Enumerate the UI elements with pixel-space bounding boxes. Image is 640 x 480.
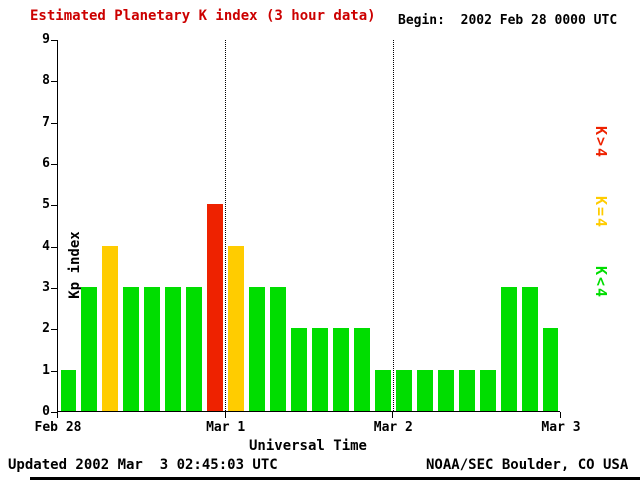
kp-bar bbox=[312, 328, 328, 411]
y-axis-tick bbox=[51, 40, 57, 41]
x-axis-tick-label: Mar 3 bbox=[541, 420, 581, 435]
day-boundary-gridline bbox=[225, 40, 227, 411]
kp-bar bbox=[228, 245, 245, 411]
y-axis-tick-label: 0 bbox=[42, 404, 50, 419]
kp-bar bbox=[123, 287, 140, 411]
x-axis-tick bbox=[392, 412, 394, 418]
kp-bar bbox=[291, 328, 307, 411]
x-axis-tick bbox=[224, 412, 226, 418]
plot-area: Kp index 0 1 2 3 4 5 6 7 8 9 Feb 28 Mar 1 Mar 2 Mar 3 bbox=[35, 32, 581, 435]
chart-title: Estimated Planetary K index (3 hour data… bbox=[30, 8, 376, 24]
legend-k-above-4: K>4 bbox=[592, 126, 610, 160]
y-axis-tick bbox=[51, 412, 57, 413]
x-axis-tick bbox=[57, 412, 58, 418]
begin-timestamp-label: Begin: 2002 Feb 28 0000 UTC bbox=[398, 13, 618, 28]
kp-bar bbox=[186, 287, 203, 411]
y-axis-tick bbox=[51, 81, 57, 83]
y-axis-tick bbox=[51, 288, 57, 289]
kp-bar bbox=[207, 204, 224, 411]
y-axis-tick bbox=[51, 205, 57, 207]
kp-bar bbox=[332, 328, 349, 411]
y-axis-tick-label: 4 bbox=[42, 238, 50, 254]
x-axis-tick-label: Mar 1 bbox=[206, 420, 246, 435]
y-axis-tick bbox=[51, 246, 57, 248]
kp-bar bbox=[395, 369, 412, 411]
day-boundary-gridline bbox=[392, 40, 394, 411]
kp-bar bbox=[437, 369, 454, 411]
kp-bar bbox=[144, 287, 161, 411]
kp-bar bbox=[479, 369, 496, 411]
kp-bar bbox=[500, 287, 517, 411]
bottom-border-bar bbox=[30, 477, 640, 480]
kp-bar bbox=[542, 328, 559, 411]
y-axis-tick-label: 9 bbox=[42, 32, 50, 47]
kp-bar bbox=[270, 287, 287, 411]
y-axis-tick-label: 5 bbox=[42, 197, 50, 213]
y-axis-tick bbox=[51, 329, 57, 331]
x-axis-tick bbox=[560, 412, 561, 418]
x-axis-tick-label: Feb 28 bbox=[34, 420, 82, 435]
kp-bar bbox=[81, 287, 98, 411]
kp-bar bbox=[416, 369, 433, 411]
y-axis-tick-label: 6 bbox=[42, 156, 50, 171]
credit-label: NOAA/SEC Boulder, CO USA bbox=[426, 457, 629, 473]
kp-bar bbox=[249, 287, 266, 411]
y-axis-tick bbox=[51, 164, 57, 165]
kp-bar bbox=[374, 369, 391, 411]
updated-timestamp: Updated 2002 Mar 3 02:45:03 UTC bbox=[8, 457, 278, 473]
kp-bar bbox=[165, 287, 182, 411]
kp-bar bbox=[60, 369, 77, 411]
y-axis-tick-label: 8 bbox=[42, 73, 50, 89]
y-axis-tick-label: 3 bbox=[42, 280, 50, 295]
kp-bar bbox=[102, 245, 119, 411]
kp-bar bbox=[458, 369, 475, 411]
y-axis-tick bbox=[51, 122, 57, 124]
y-axis-tick-label: 2 bbox=[42, 321, 50, 337]
legend-k-below-4: K<4 bbox=[592, 266, 610, 300]
kp-bar bbox=[521, 287, 538, 411]
x-axis-label: Universal Time bbox=[248, 438, 367, 454]
legend-k-equal-4: K=4 bbox=[592, 196, 610, 230]
kp-bar bbox=[353, 328, 370, 411]
y-axis-tick bbox=[51, 370, 57, 372]
x-axis-tick-label: Mar 2 bbox=[373, 420, 413, 435]
y-axis-tick-label: 1 bbox=[42, 362, 50, 378]
y-axis-tick-label: 7 bbox=[42, 114, 50, 130]
